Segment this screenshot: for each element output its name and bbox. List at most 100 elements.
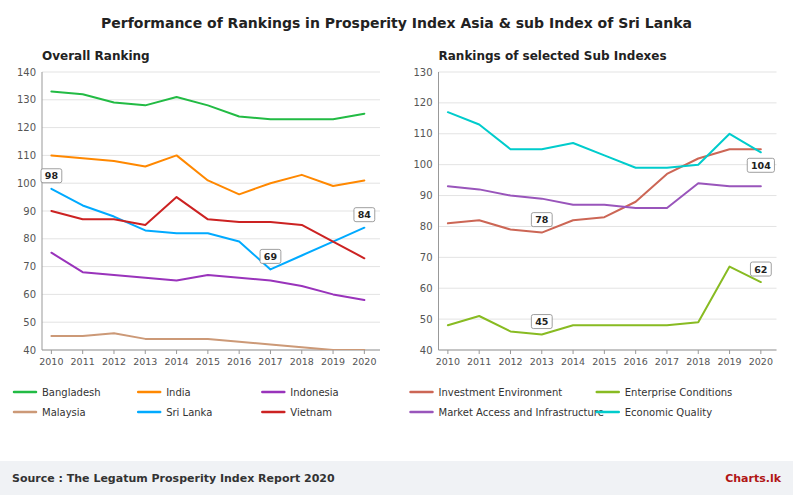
- y-tick-label: 90: [420, 190, 433, 201]
- x-tick-label: 2017: [258, 356, 282, 367]
- grid-line: [42, 155, 380, 156]
- x-tick: [176, 350, 177, 354]
- x-tick-label: 2012: [102, 356, 126, 367]
- x-tick-label: 2010: [436, 356, 460, 367]
- plot-area: [448, 112, 761, 334]
- y-tick-label: 60: [420, 283, 433, 294]
- series-line: [448, 149, 761, 232]
- grid-line: [439, 319, 777, 320]
- x-tick: [145, 350, 146, 354]
- series-line: [51, 189, 364, 270]
- legend-swatch: [138, 411, 160, 414]
- legend-label: Enterprise Conditions: [625, 387, 733, 398]
- legend-label: Investment Environment: [439, 387, 563, 398]
- x-tick: [698, 350, 699, 354]
- x-tick: [479, 350, 480, 354]
- annotation-box: [41, 169, 62, 183]
- x-tick-label: 2020: [749, 356, 773, 367]
- grid-line: [42, 99, 380, 100]
- legend: Investment Environment Enterprise Conditi…: [411, 387, 733, 418]
- legend-swatch: [138, 391, 160, 394]
- grid-line: [439, 226, 777, 227]
- legend-label: Vietnam: [290, 407, 332, 418]
- legend-swatch: [411, 391, 433, 394]
- x-tick-label: 2018: [686, 356, 710, 367]
- legend-label: Indonesia: [290, 387, 338, 398]
- series-line: [448, 112, 761, 168]
- y-tick-label: 70: [23, 261, 36, 272]
- grid-line: [439, 350, 777, 351]
- figure-title: Performance of Rankings in Prosperity In…: [101, 15, 692, 31]
- x-tick: [51, 350, 52, 354]
- x-tick: [573, 350, 574, 354]
- footer: [0, 461, 793, 495]
- legend-label: Malaysia: [42, 407, 86, 418]
- annotation-box: [750, 262, 771, 276]
- grid-line: [439, 72, 777, 73]
- annotation: 69: [264, 251, 277, 262]
- legend-label: India: [166, 387, 191, 398]
- x-tick-label: 2017: [655, 356, 679, 367]
- grid-line: [42, 322, 380, 323]
- legend: BangladeshIndiaIndonesiaMalaysiaSri Lank…: [14, 387, 339, 418]
- annotation-box: [531, 213, 552, 227]
- grid-line: [42, 211, 380, 212]
- x-tick: [729, 350, 730, 354]
- series-line: [51, 91, 364, 119]
- y-tick-label: 50: [23, 317, 36, 328]
- y-tick-label: 40: [23, 345, 36, 356]
- x-tick: [510, 350, 511, 354]
- series-line: [448, 183, 761, 208]
- series-line: [51, 155, 364, 194]
- plot-area: [51, 91, 364, 350]
- y-tick-label: 110: [17, 150, 36, 161]
- x-tick: [82, 350, 83, 354]
- grid-line: [439, 288, 777, 289]
- x-tick-label: 2019: [321, 356, 345, 367]
- x-tick-label: 2014: [561, 356, 585, 367]
- subplot-title: Overall Ranking: [42, 49, 150, 63]
- legend-swatch: [14, 391, 36, 394]
- grid-line: [42, 72, 380, 73]
- x-tick: [447, 350, 448, 354]
- y-tick-label: 140: [17, 67, 36, 78]
- annotation-box: [747, 158, 774, 172]
- x-tick-label: 2016: [227, 356, 251, 367]
- y-axis: [42, 72, 43, 350]
- x-tick-label: 2013: [530, 356, 554, 367]
- annotation-box: [354, 208, 375, 222]
- annotation: 62: [754, 264, 767, 275]
- x-tick: [113, 350, 114, 354]
- grid-line: [439, 102, 777, 103]
- grid-line: [42, 266, 380, 267]
- y-tick-label: 80: [420, 221, 433, 232]
- x-tick-label: 2015: [592, 356, 616, 367]
- y-axis: [438, 72, 439, 350]
- x-tick-label: 2012: [498, 356, 522, 367]
- annotation: 84: [358, 209, 372, 220]
- y-tick-label: 120: [17, 122, 36, 133]
- y-tick-label: 50: [420, 314, 433, 325]
- grid-line: [439, 164, 777, 165]
- x-tick: [541, 350, 542, 354]
- grid-line: [439, 195, 777, 196]
- x-tick: [333, 350, 334, 354]
- y-tick-label: 40: [420, 345, 433, 356]
- x-tick-label: 2020: [352, 356, 376, 367]
- x-tick: [760, 350, 761, 354]
- x-tick: [301, 350, 302, 354]
- x-tick: [364, 350, 365, 354]
- x-tick: [635, 350, 636, 354]
- x-tick: [604, 350, 605, 354]
- grid-line: [42, 127, 380, 128]
- y-tick-label: 60: [23, 289, 36, 300]
- y-tick-label: 130: [17, 94, 36, 105]
- series-line: [51, 197, 364, 258]
- legend-swatch: [597, 411, 619, 414]
- legend-label: Bangladesh: [42, 387, 101, 398]
- legend-swatch: [597, 391, 619, 394]
- x-tick-label: 2016: [624, 356, 648, 367]
- legend-swatch: [262, 391, 284, 394]
- legend-label: Economic Quality: [625, 407, 712, 418]
- x-tick-label: 2014: [164, 356, 188, 367]
